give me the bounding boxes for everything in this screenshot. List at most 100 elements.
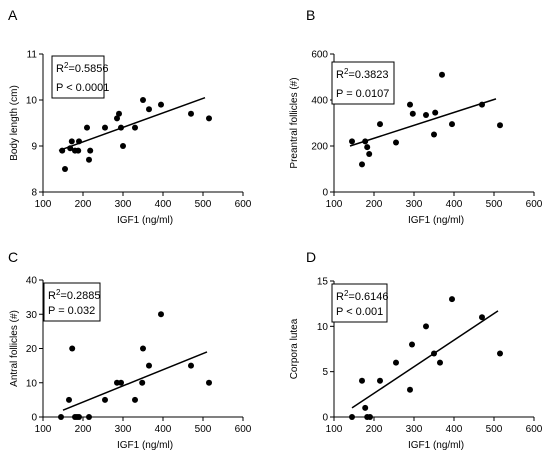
data-point <box>75 147 82 154</box>
r-squared-value: =0.3823 <box>348 69 388 81</box>
panel-b: B 100 200 300 400 500 600 0 200 400 600 IGF1 (ng/ml… <box>289 7 543 226</box>
data-point <box>377 121 383 128</box>
y-tick-label: 15 <box>317 277 329 288</box>
panel-c: C 100 200 300 400 500 600 0 10 20 30 40 IGF1 (ng/ml)… <box>8 249 252 451</box>
y-tick-label: 0 <box>31 413 37 424</box>
data-point <box>86 414 92 420</box>
data-point <box>139 379 146 386</box>
data-point <box>87 147 94 154</box>
data-point <box>367 414 373 420</box>
x-tick-label: 100 <box>326 199 343 210</box>
data-point <box>362 404 369 411</box>
x-tick-label: 300 <box>115 199 132 210</box>
r-symbol: R <box>336 69 344 81</box>
data-point <box>364 144 371 151</box>
x-tick-label: 100 <box>326 424 343 435</box>
x-tick-label: 500 <box>486 199 503 210</box>
data-point <box>432 109 439 116</box>
data-point <box>479 314 485 321</box>
r-symbol: R <box>48 290 56 302</box>
data-point <box>116 110 122 117</box>
data-point <box>188 362 194 369</box>
data-point <box>158 311 164 318</box>
data-point <box>146 106 152 113</box>
panel-a: A 100 200 300 400 500 600 8 9 10 11 IGF1 (ng/ml) Bod… <box>8 7 252 226</box>
r-symbol: R <box>336 291 344 303</box>
x-tick-label: 200 <box>75 424 92 435</box>
data-point <box>114 115 120 122</box>
data-point <box>393 139 399 146</box>
panel-d: D 100 200 300 400 500 600 0 5 10 15 IGF1 (ng/ml) Cor… <box>289 249 543 451</box>
data-point <box>449 121 455 128</box>
x-tick-label: 600 <box>526 199 543 210</box>
regression-line <box>58 96 206 152</box>
y-tick-label: 10 <box>26 96 38 107</box>
r-squared-value: =0.6146 <box>348 291 388 303</box>
data-point <box>76 414 82 420</box>
y-axis-label: Corpora lutea <box>289 318 300 379</box>
stats-box <box>331 61 395 105</box>
data-point <box>359 377 365 384</box>
y-tick-label: 600 <box>311 50 328 61</box>
y-tick-label: 40 <box>26 276 38 287</box>
y-tick-label: 9 <box>31 142 37 153</box>
stats-box <box>51 55 105 99</box>
p-value-label: P < 0.0001 <box>56 82 109 94</box>
r-squared-label: R2=0.6146 <box>336 289 388 303</box>
x-tick-label: 200 <box>366 199 383 210</box>
x-tick-label: 100 <box>35 424 52 435</box>
x-tick-label: 600 <box>526 424 543 435</box>
y-tick-label: 8 <box>31 188 37 199</box>
y-tick-label: 11 <box>27 50 38 61</box>
data-point <box>423 111 429 118</box>
data-point <box>118 124 124 131</box>
data-point <box>132 124 138 131</box>
data-point <box>84 124 90 131</box>
panel-letter: A <box>8 7 18 23</box>
data-point <box>497 350 503 357</box>
x-tick-label: 500 <box>195 424 212 435</box>
data-point <box>206 379 212 386</box>
data-point <box>431 131 437 138</box>
x-tick-label: 300 <box>115 424 132 435</box>
data-point <box>146 362 152 369</box>
p-value-label: P = 0.0107 <box>336 88 389 100</box>
x-tick-label: 400 <box>446 199 463 210</box>
data-point <box>140 97 146 103</box>
data-point <box>349 138 355 145</box>
data-point <box>102 124 108 131</box>
stats-box <box>43 282 101 322</box>
x-axis-label: IGF1 (ng/ml) <box>117 215 173 226</box>
data-point <box>407 101 413 108</box>
data-point <box>479 101 485 108</box>
data-point <box>67 145 74 152</box>
x-axis-label: IGF1 (ng/ml) <box>117 440 173 451</box>
data-point <box>437 359 443 366</box>
data-point <box>423 323 429 330</box>
y-tick-label: 30 <box>26 310 38 321</box>
data-point <box>58 414 64 420</box>
regression-line <box>351 310 499 409</box>
data-point <box>359 161 365 168</box>
y-tick-label: 0 <box>322 188 328 199</box>
data-point <box>62 166 68 172</box>
data-point <box>449 296 455 303</box>
stats-box <box>331 283 388 323</box>
regression-line <box>62 351 208 411</box>
data-point <box>188 110 194 117</box>
x-tick-label: 500 <box>486 424 503 435</box>
r-superscript: 2 <box>56 288 61 297</box>
data-point <box>59 147 66 154</box>
y-tick-label: 0 <box>322 413 328 424</box>
x-tick-label: 200 <box>366 424 383 435</box>
y-tick-label: 20 <box>26 344 38 355</box>
data-point <box>102 396 108 403</box>
r-symbol: R <box>56 63 64 75</box>
data-point <box>407 386 413 393</box>
data-point <box>120 143 126 149</box>
data-point <box>76 138 82 145</box>
data-point <box>118 379 124 386</box>
regression-line <box>349 98 497 147</box>
data-point <box>377 377 383 384</box>
